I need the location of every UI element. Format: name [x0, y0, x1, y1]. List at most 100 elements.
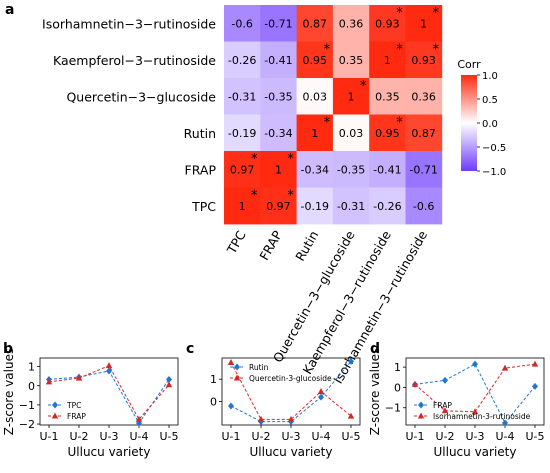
y-axis-label: Z-score values — [2, 348, 16, 435]
heatmap-cell-label: 1 — [348, 90, 355, 103]
series-line — [230, 361, 352, 423]
panel-letter-a: a — [5, 2, 14, 18]
heatmap-cell-label: 0.95 — [375, 127, 400, 140]
heatmap-cell — [369, 5, 406, 42]
heatmap-cell-label: 0.97 — [230, 163, 255, 176]
heatmap-cell-label: -0.34 — [264, 127, 292, 140]
x-tick-label: U-2 — [251, 430, 270, 443]
heatmap-cell-label: 1 — [275, 163, 282, 176]
heatmap-cell-label: -0.19 — [301, 200, 329, 213]
colorbar-title: Corr — [457, 58, 481, 71]
y-tick-label: 0 — [210, 396, 217, 409]
x-axis-label: Ullucu variety — [250, 445, 333, 459]
data-point — [502, 419, 508, 427]
heatmap-cell — [405, 41, 443, 79]
y-axis-label: Z-score values — [368, 348, 382, 435]
heatmap-cell — [260, 5, 297, 42]
data-point — [165, 381, 173, 388]
data-point — [441, 407, 449, 414]
heatmap-cell-label: 0.36 — [339, 17, 364, 30]
heatmap-cell — [224, 78, 261, 115]
y-tick-label: 0 — [28, 380, 35, 393]
data-point — [227, 358, 235, 365]
heatmap-cell — [369, 78, 406, 115]
heatmap-cell-label: -0.31 — [228, 90, 256, 103]
heatmap-cell-label: -0.31 — [337, 200, 365, 213]
heatmap-col-label: FRAP — [256, 228, 285, 263]
data-point — [471, 408, 479, 415]
heatmap-cell — [405, 78, 443, 115]
x-tick-label: U-3 — [465, 430, 484, 443]
data-point — [257, 415, 265, 422]
heatmap-cell — [405, 151, 443, 188]
data-point — [317, 388, 325, 394]
significance-mark: * — [360, 79, 367, 94]
data-point — [532, 382, 538, 390]
heatmap-cell — [260, 187, 297, 225]
heatmap-cell — [332, 5, 370, 42]
heatmap-cell-label: 0.36 — [411, 90, 436, 103]
x-tick-label: U-5 — [525, 430, 544, 443]
heatmap-cell — [224, 187, 261, 225]
heatmap-cell-label: -0.71 — [264, 17, 292, 30]
heatmap-cell — [405, 114, 443, 152]
legend-label: FRAP — [433, 401, 452, 410]
colorbar-tick-label: −0.5 — [482, 143, 506, 154]
data-point — [501, 364, 509, 371]
heatmap-cell-label: -0.35 — [264, 90, 292, 103]
x-tick-label: U-1 — [405, 430, 424, 443]
heatmap-cell — [369, 187, 406, 225]
heatmap-cell — [369, 114, 406, 152]
heatmap-cell — [332, 151, 370, 188]
heatmap-col-label: TPC — [223, 228, 249, 257]
heatmap-col-label: Rutin — [292, 228, 321, 264]
significance-mark: * — [433, 6, 440, 21]
heatmap-cell — [260, 78, 297, 115]
heatmap-cell-label: -0.34 — [301, 163, 329, 176]
heatmap-cell-label: -0.26 — [228, 54, 256, 67]
y-tick-label: 1 — [28, 361, 35, 374]
y-tick-label: 0 — [394, 381, 401, 394]
legend-label: Rutin — [249, 363, 269, 372]
x-axis-label: Ullucu variety — [434, 445, 517, 459]
line-chart-c: 0 1 U-1 U-2 U-3 U-4 U-5 Ullucu variety Rutin Quer… — [210, 357, 361, 459]
heatmap-cell — [296, 41, 334, 79]
heatmap-row-label: Kaempferol−3−rutinoside — [53, 53, 216, 68]
heatmap-cell-label: 1 — [420, 17, 427, 30]
data-point — [531, 360, 539, 367]
y-tick-label: 1 — [210, 373, 217, 386]
heatmap-cell-label: 0.35 — [375, 90, 400, 103]
heatmap-cell — [369, 41, 406, 79]
significance-mark: * — [324, 43, 331, 58]
heatmap-cell-label: 0.87 — [303, 17, 328, 30]
heatmap-cell — [296, 114, 334, 152]
x-tick-label: U-2 — [69, 430, 88, 443]
heatmap-row-label: Quercetin−3−glucoside — [66, 89, 216, 104]
heatmap-cell-label: -0.71 — [409, 163, 437, 176]
legend-label: Isorhamnetin-3-rutinoside — [433, 412, 531, 421]
heatmap-cell-label: 0.95 — [303, 54, 328, 67]
heatmap-cell-label: -0.26 — [373, 200, 401, 213]
heatmap-cell-label: -0.41 — [373, 163, 401, 176]
significance-mark: * — [396, 43, 403, 58]
legend-label: TPC — [66, 401, 81, 410]
heatmap-cell-label: 0.97 — [266, 200, 291, 213]
heatmap-cell-label: -0.6 — [413, 200, 434, 213]
line-chart-d: −1 0 1 U-1 U-2 U-3 U-4 U-5 Ullucu variety Z-score… — [368, 348, 545, 459]
data-point — [51, 412, 59, 419]
data-point — [347, 412, 355, 419]
data-point — [418, 401, 424, 409]
data-point — [234, 363, 240, 371]
x-axis-label: Ullucu variety — [68, 445, 151, 459]
heatmap-cell-label: 0.03 — [339, 127, 364, 140]
heatmap-row-label: TPC — [191, 199, 216, 214]
heatmap-cell-label: 0.35 — [339, 54, 364, 67]
x-tick-label: U-4 — [311, 430, 330, 443]
heatmap-cell — [224, 151, 261, 188]
colorbar-tick-label: 0.0 — [482, 119, 498, 130]
heatmap-row-label: Isorhamnetin−3−rutinoside — [42, 16, 216, 31]
data-point — [75, 374, 83, 381]
colorbar-tick-label: 1.0 — [482, 71, 498, 82]
data-point — [472, 360, 478, 368]
x-tick-label: U-1 — [39, 430, 58, 443]
